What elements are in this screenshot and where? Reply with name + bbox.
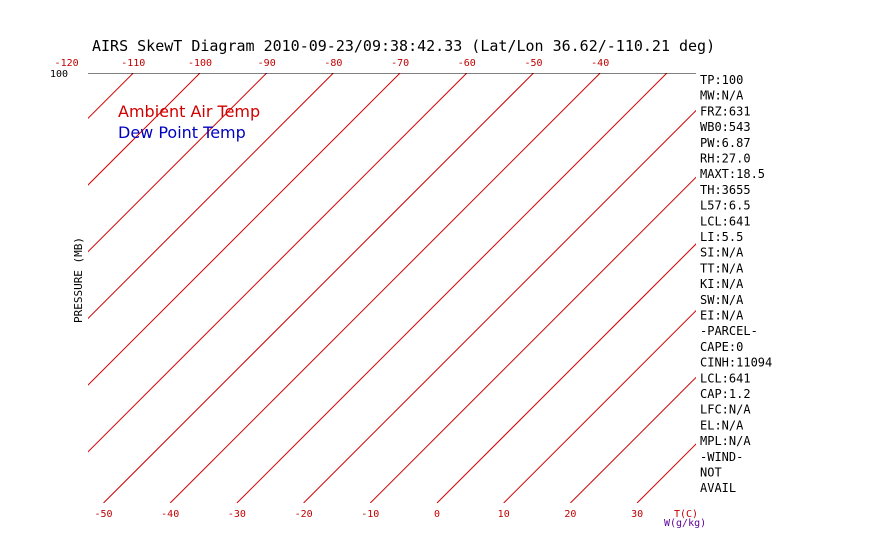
dry-adiabat (713, 0, 870, 73)
isotherm (88, 73, 134, 120)
stat-item: SI:N/A (700, 246, 744, 260)
isotherm (103, 73, 534, 503)
stat-item: TH:3655 (700, 183, 751, 197)
bottom-temperature-tick-label: 30 (631, 509, 643, 520)
isotherm (570, 376, 696, 503)
stat-item: MAXT:18.5 (700, 167, 765, 181)
stat-item: LCL:641 (700, 214, 751, 228)
isotherm (88, 73, 334, 320)
stat-item: SW:N/A (700, 293, 744, 307)
top-temperature-tick-label: -90 (258, 58, 276, 69)
chart-title: AIRS SkewT Diagram 2010-09-23/09:38:42.3… (92, 37, 715, 55)
stat-item: LCL:641 (700, 371, 751, 385)
isotherm (88, 73, 268, 253)
stat-item: L57:6.5 (700, 199, 751, 213)
stat-item: PW:6.87 (700, 136, 751, 150)
stat-item: NOT (700, 466, 722, 480)
stat-item: FRZ:631 (700, 104, 751, 118)
bottom-temperature-tick-label: 20 (564, 509, 576, 520)
isotherm (837, 73, 870, 503)
isotherm (771, 73, 870, 503)
stat-item: EL:N/A (700, 418, 744, 432)
mixing-ratio-unit: W(g/kg) (664, 518, 706, 529)
top-temperature-tick-label: -100 (188, 58, 212, 69)
stat-item: RH:27.0 (700, 152, 751, 166)
top-temperature-tick-label: -70 (391, 58, 409, 69)
stat-item: WB0:543 (700, 120, 751, 134)
top-temperature-tick-label: -60 (458, 58, 476, 69)
dew-point-temp-point (265, 73, 268, 74)
isotherm (369, 176, 696, 503)
top-temperature-tick-label: -80 (324, 58, 342, 69)
stat-item: CINH:11094 (700, 356, 772, 370)
stat-item: LI:5.5 (700, 230, 743, 244)
stat-item: TT:N/A (700, 261, 744, 275)
stat-item: LFC:N/A (700, 403, 751, 417)
stat-item: -PARCEL- (700, 324, 758, 338)
grid-layer (0, 0, 870, 503)
bottom-temperature-tick-label: -50 (94, 509, 112, 520)
isotherm (236, 73, 668, 503)
stat-item: MW:N/A (700, 89, 744, 103)
isotherm (169, 73, 601, 503)
isotherm (88, 73, 468, 453)
stat-item: CAPE:0 (700, 340, 743, 354)
legend-dew-point-temp: Dew Point Temp (118, 123, 246, 142)
isotherm (88, 73, 201, 186)
stat-item: TP:100 (700, 73, 743, 87)
isotherm (0, 73, 67, 503)
bottom-temperature-tick-label: -20 (295, 509, 313, 520)
bottom-temperature-tick-label: -40 (161, 509, 179, 520)
stat-item: CAP:1.2 (700, 387, 751, 401)
stat-item: MPL:N/A (700, 434, 751, 448)
stat-item: -WIND- (700, 450, 743, 464)
top-temperature-tick-label: -40 (591, 58, 609, 69)
top-temperature-tick-label: -110 (121, 58, 145, 69)
stat-item: EI:N/A (700, 309, 744, 323)
bottom-axis-unit: T(C) (674, 509, 698, 520)
bottom-temperature-tick-label: -30 (228, 509, 246, 520)
series-layer (265, 73, 402, 74)
ambient-air-temp-point (399, 73, 401, 74)
labels-layer: 1002003004005006007008009001000-120-110-… (50, 58, 706, 529)
dry-adiabat (748, 0, 870, 73)
bottom-temperature-tick-label: -10 (361, 509, 379, 520)
bottom-temperature-tick-label: 10 (498, 509, 510, 520)
isotherm (503, 309, 696, 503)
y-axis-label: PRESSURE (MB) (72, 237, 85, 323)
isotherm (88, 73, 401, 386)
legend: Ambient Air Temp Dew Point Temp (118, 102, 260, 142)
isotherm (636, 443, 696, 503)
stat-item: AVAIL (700, 481, 736, 495)
isotherm (303, 109, 696, 503)
legend-ambient-air-temp: Ambient Air Temp (118, 102, 260, 121)
top-temperature-tick-label: -50 (524, 58, 542, 69)
stat-item: KI:N/A (700, 277, 744, 291)
isotherm (436, 243, 696, 503)
top-temperature-tick-label: -120 (55, 58, 79, 69)
bottom-temperature-tick-label: 0 (434, 509, 440, 520)
pressure-tick-label: 100 (50, 69, 68, 80)
